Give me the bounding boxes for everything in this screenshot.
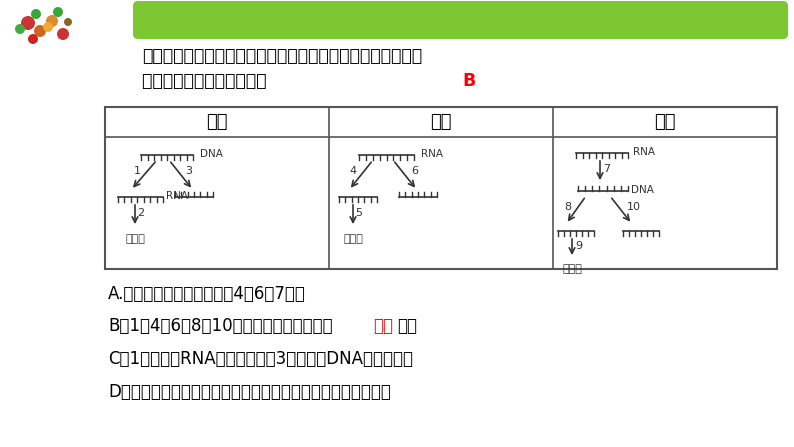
Text: DNA: DNA	[630, 185, 653, 195]
Text: 1: 1	[133, 166, 141, 176]
Bar	[105, 107, 777, 269]
Text: 4: 4	[349, 166, 357, 176]
Text: A.正常人体细胞内不会进行4、6、7过程: A.正常人体细胞内不会进行4、6、7过程	[108, 285, 306, 303]
Text: 5: 5	[356, 208, 363, 218]
Text: B．1、4、6、8、10过程均需要核糖核苷酸: B．1、4、6、8、10过程均需要核糖核苷酸	[108, 317, 333, 335]
Circle shape	[21, 16, 35, 30]
Text: 析下列表述中不恰当的是（: 析下列表述中不恰当的是（	[142, 72, 288, 90]
Text: RNA: RNA	[166, 191, 188, 201]
Text: 如图甲、乙、丙表示细胞内正在进行的新陈代谢过程，据图分: 如图甲、乙、丙表示细胞内正在进行的新陈代谢过程，据图分	[142, 47, 422, 65]
Circle shape	[28, 34, 38, 44]
Text: 10: 10	[627, 202, 641, 212]
Text: 图甲: 图甲	[206, 113, 228, 131]
Circle shape	[15, 24, 25, 34]
Text: 原料: 原料	[397, 317, 417, 335]
Text: B: B	[462, 72, 476, 90]
Text: RNA: RNA	[633, 147, 655, 157]
Text: C．1过程需要RNA聚合酶参与，3过程需要DNA聚合酶参与: C．1过程需要RNA聚合酶参与，3过程需要DNA聚合酶参与	[108, 350, 413, 368]
Circle shape	[46, 15, 58, 27]
Text: 蛋白质: 蛋白质	[562, 264, 582, 274]
Text: DNA: DNA	[199, 149, 222, 159]
Text: 图丙: 图丙	[654, 113, 676, 131]
Text: D．病毒体内不能单独进行图甲、乙或丙所代表的新陈代谢过程: D．病毒体内不能单独进行图甲、乙或丙所代表的新陈代谢过程	[108, 383, 391, 401]
Circle shape	[34, 25, 46, 37]
Text: 蛋白质: 蛋白质	[125, 234, 145, 244]
Text: 8: 8	[565, 202, 572, 212]
Text: 作为: 作为	[373, 317, 393, 335]
Circle shape	[57, 28, 69, 40]
Text: 6: 6	[411, 166, 418, 176]
Text: 3: 3	[186, 166, 192, 176]
Circle shape	[43, 22, 53, 32]
Circle shape	[64, 18, 72, 26]
Text: 蛋白质: 蛋白质	[343, 234, 363, 244]
Circle shape	[53, 7, 63, 17]
FancyBboxPatch shape	[133, 1, 788, 39]
Text: 7: 7	[603, 164, 611, 174]
Circle shape	[31, 9, 41, 19]
Text: RNA: RNA	[421, 149, 443, 159]
Text: 图乙: 图乙	[430, 113, 452, 131]
Text: 9: 9	[576, 241, 583, 251]
Text: 2: 2	[137, 208, 145, 218]
